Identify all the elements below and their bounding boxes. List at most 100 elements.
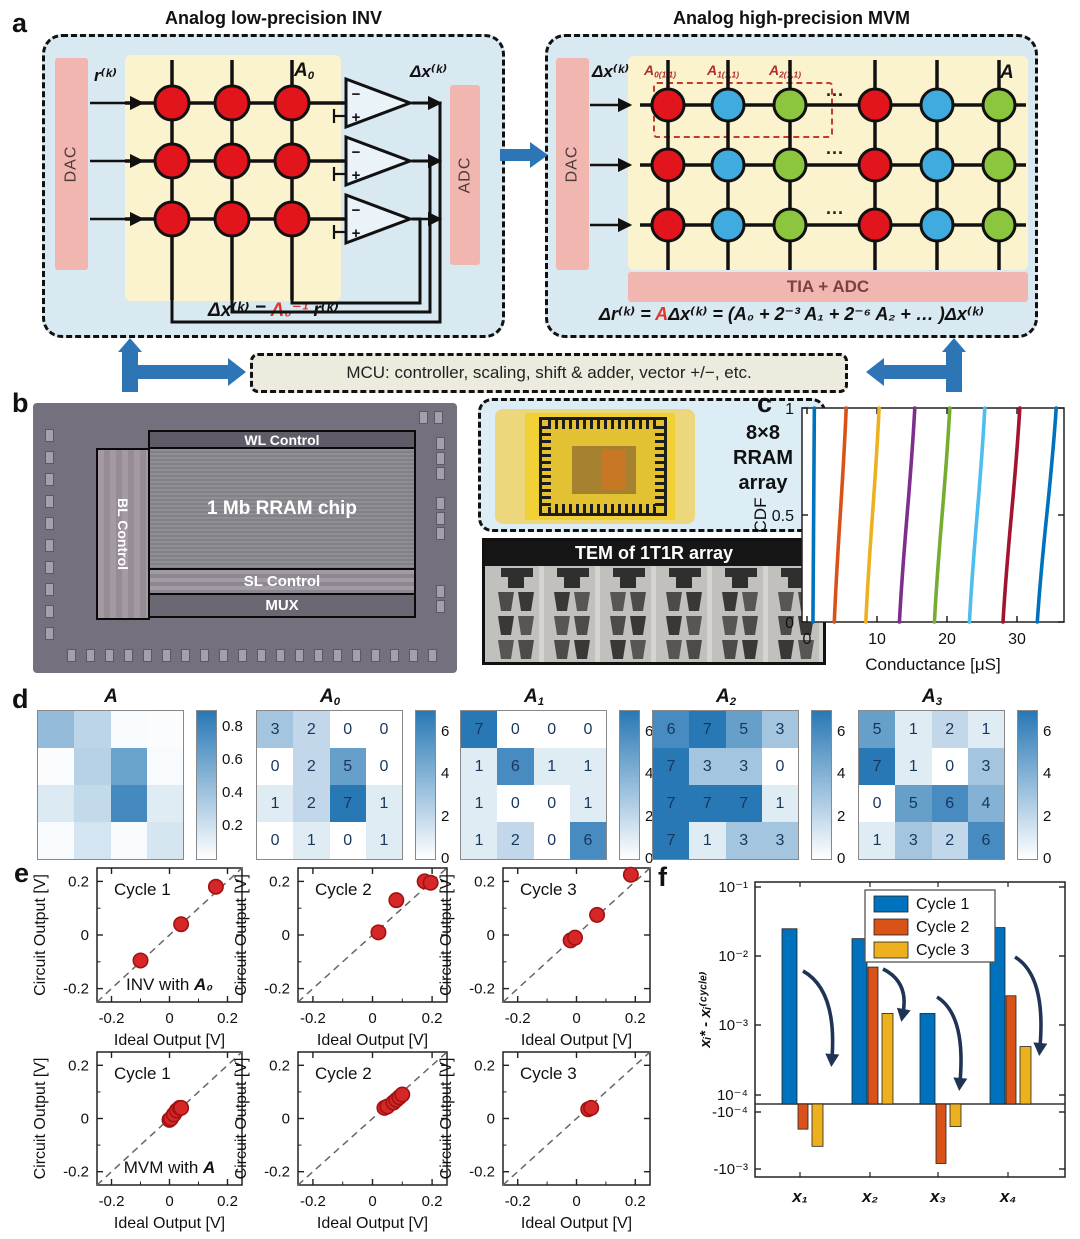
heatmap-cell: 0 [569,711,607,748]
colorbar-tick-label: 4 [441,765,450,783]
y-tick-label: 0.2 [68,873,89,890]
heatmap-cell: 7 [653,748,690,785]
tem-transistor [778,640,794,659]
heatmap-A: A 0.2 0.4 0.6 0.8 [37,686,247,860]
tem-via [725,568,757,588]
y-tick-label: 1 [785,401,794,418]
heatmap-cell: 2 [293,785,330,822]
y-tick-label: -10⁻⁴ [712,1104,748,1121]
error-bar-chart: 10⁻¹ 10⁻² 10⁻³ 10⁻⁴-10⁻⁴ -10⁻³ x₁ x₂ x₃ x₄ xᵢ* - … [697,879,1066,1206]
x-tick-label: 0.2 [422,1193,443,1210]
bond-pad [436,497,445,510]
bond-pad [45,627,54,640]
colorbar-tick-label: 0 [441,850,450,867]
panel-label-b: b [12,388,29,418]
x-axis-label: Ideal Output [V] [317,1032,428,1049]
y-tick-label: 0 [282,1111,290,1128]
heatmap-cell: 1 [689,822,726,859]
x-tick-label: 30 [1008,631,1026,648]
colorbar-tick-label: 0.2 [222,817,243,835]
bond-pad [45,473,54,486]
legend-label: Cycle 3 [916,942,969,959]
y-axis-label: Circuit Output [V] [233,1058,250,1180]
bond-pad [390,649,399,662]
tem-transistor [686,640,702,659]
y-tick-label: -0.2 [63,981,89,998]
x-tick-label: 0 [803,631,812,648]
heatmap-cell: 0 [365,711,403,748]
heatmap-cell: 1 [895,711,932,748]
colorbar-tick-label: 2 [1043,807,1052,825]
y-tick-label: -0.2 [264,981,290,998]
heatmap-cell: 7 [329,785,366,822]
heatmap-cell [38,822,75,859]
mcu-label: MCU: controller, scaling, shift & adder,… [346,363,752,382]
x-axis-label: Conductance [μS] [865,655,1001,674]
y-tick-label: 10⁻¹ [718,879,748,896]
heatmap-cell: 1 [293,822,330,859]
tem-transistor [778,616,794,635]
colorbar-tick-label: 6 [837,723,846,741]
y-tick-label: 0 [487,927,495,944]
bond-pad [257,649,266,662]
tem-transistor [554,616,570,635]
mvm-crossbar-region [628,56,1028,270]
bond-pad [436,452,445,465]
x-axis-label: Ideal Output [V] [114,1032,225,1049]
heatmap-cell: 1 [895,748,932,785]
panel-label-e: e [14,858,30,888]
cycle-annotation: Cycle 3 [520,880,577,899]
bond-pad [436,437,445,450]
cdf-curve [864,406,881,624]
trend-arrow [802,969,835,1059]
bond-pad [436,512,445,525]
tem-transistor [778,592,794,611]
bit-slice-highlight-box [653,82,833,138]
tem-via [501,568,533,588]
colorbar-tick-label: 0 [837,850,846,867]
cell-label-a1: A1(1,1) [707,62,740,80]
heatmap-cell [38,785,75,822]
y-tick-label: 0 [81,927,89,944]
bond-pad [45,429,54,442]
inv-input-label: r⁽ᵏ⁾ [94,66,117,85]
scatter-point [567,929,584,946]
colorbar [811,710,833,860]
trend-arrowhead [825,1053,840,1067]
heatmap-cell: 0 [859,785,896,822]
y-tick-label: 0 [785,615,794,632]
trend-arrow [1014,955,1043,1048]
x-tick-label: 20 [938,631,956,648]
x-tick-label: 0 [368,1193,376,1210]
bond-pad [352,649,361,662]
tem-transistor [686,616,702,635]
tem-transistor [742,592,758,611]
bond-pad [409,649,418,662]
inv-dac-label: DAC [62,145,80,183]
heatmap-cell: 3 [967,748,1005,785]
connector-arrow [866,358,958,386]
tem-transistor [742,640,758,659]
bar-cycle-3 [881,1013,894,1105]
y-tick-label: 0 [487,1111,495,1128]
heatmap-cell [146,785,184,822]
heatmap-cell: 1 [257,785,294,822]
package-photo [495,409,695,524]
cycle-annotation: Cycle 2 [315,1064,372,1083]
tem-transistor [518,616,534,635]
tem-via [613,568,645,588]
tem-transistor [498,640,514,659]
colorbar-tick-label: 2 [837,807,846,825]
heatmap-cell: 3 [725,748,762,785]
scatter-point [132,952,149,969]
rram-core-region: 1 Mb RRAM chip [148,447,416,570]
x-tick-label: 0 [572,1010,580,1027]
heatmap-cell [74,785,111,822]
tem-via [557,568,589,588]
trend-arrow [882,967,906,1014]
heatmap-title: A0 [319,686,341,709]
rram-array-caption: 8×8 RRAM array [733,422,793,494]
y-tick-label: -10⁻³ [713,1161,748,1178]
cdf-curve [897,406,917,624]
heatmap-cell: 1 [365,785,403,822]
